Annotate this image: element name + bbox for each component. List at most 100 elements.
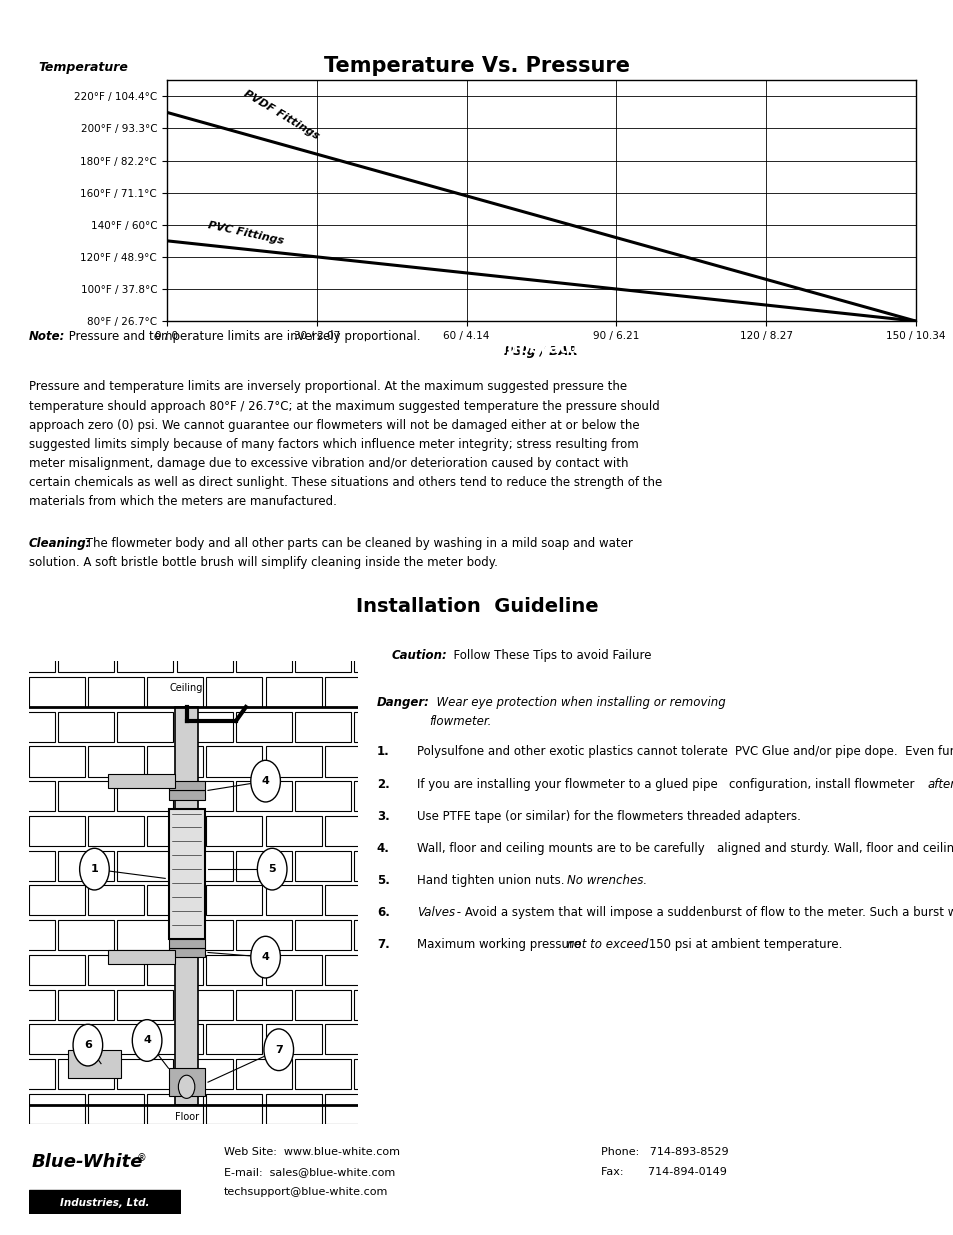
Bar — [294, 642, 351, 672]
Bar — [324, 1024, 380, 1055]
Bar — [58, 851, 114, 881]
Bar — [0, 920, 55, 950]
Text: temperature should approach 80°F / 26.7°C; at the maximum suggested temperature : temperature should approach 80°F / 26.7°… — [29, 400, 659, 412]
Bar — [29, 746, 85, 777]
Bar — [88, 816, 144, 846]
Bar — [265, 816, 321, 846]
Text: suggested limits simply because of many factors which influence meter integrity;: suggested limits simply because of many … — [29, 438, 638, 451]
Bar — [206, 885, 262, 915]
Bar — [235, 782, 292, 811]
Circle shape — [251, 936, 280, 978]
Bar — [206, 955, 262, 986]
Bar — [169, 790, 205, 800]
Bar — [324, 1094, 380, 1124]
Text: Fax:       714-894-0149: Fax: 714-894-0149 — [600, 1167, 726, 1177]
Circle shape — [132, 1020, 162, 1061]
Bar — [206, 746, 262, 777]
Bar — [294, 851, 351, 881]
Text: 150 psi at: 150 psi at — [644, 939, 707, 951]
Text: techsupport@blue-white.com: techsupport@blue-white.com — [224, 1187, 388, 1197]
Bar — [265, 677, 321, 706]
Bar — [235, 642, 292, 672]
Bar — [355, 711, 410, 742]
Bar — [147, 816, 203, 846]
Circle shape — [79, 848, 110, 890]
Bar — [29, 816, 85, 846]
Bar — [235, 920, 292, 950]
Text: 5: 5 — [268, 864, 275, 874]
Bar — [384, 885, 439, 915]
Text: Maximum working pressure: Maximum working pressure — [416, 939, 584, 951]
Bar — [147, 955, 203, 986]
Bar — [265, 955, 321, 986]
Text: Pressure and temperature limits are inversely proportional.: Pressure and temperature limits are inve… — [65, 330, 420, 343]
Bar — [384, 1094, 439, 1124]
Bar — [206, 1024, 262, 1055]
Text: 7: 7 — [274, 1045, 282, 1055]
Bar — [414, 989, 469, 1020]
Text: threaded adapters.: threaded adapters. — [686, 810, 801, 823]
Text: If you are installing your flowmeter to a glued pipe: If you are installing your flowmeter to … — [416, 778, 717, 790]
Bar — [169, 782, 205, 790]
Text: PVC Glue and/or pipe dope.  Even fumes can cause: PVC Glue and/or pipe dope. Even fumes ca… — [735, 746, 953, 758]
Bar — [58, 782, 114, 811]
Bar — [235, 989, 292, 1020]
Text: 1.: 1. — [376, 746, 389, 758]
Text: Temperature Vs. Pressure: Temperature Vs. Pressure — [324, 56, 629, 75]
Bar — [355, 920, 410, 950]
Bar — [324, 746, 380, 777]
Bar — [58, 989, 114, 1020]
Text: configuration, install flowmeter: configuration, install flowmeter — [729, 778, 918, 790]
Bar — [235, 851, 292, 881]
Bar — [169, 948, 205, 957]
Bar — [294, 1058, 351, 1089]
Text: materials from which the meters are manufactured.: materials from which the meters are manu… — [29, 495, 336, 509]
Bar — [324, 955, 380, 986]
Bar — [88, 885, 144, 915]
Text: No wrenches.: No wrenches. — [566, 874, 646, 887]
Bar — [206, 677, 262, 706]
Bar — [0, 782, 55, 811]
Bar — [265, 746, 321, 777]
Bar — [0, 677, 26, 706]
Bar — [414, 782, 469, 811]
Bar — [68, 1050, 121, 1077]
Text: Temperature: Temperature — [38, 61, 128, 74]
Bar — [355, 642, 410, 672]
Bar — [414, 920, 469, 950]
Text: after: after — [926, 778, 953, 790]
Bar — [0, 989, 55, 1020]
Text: 5.: 5. — [376, 874, 389, 887]
Bar — [29, 955, 85, 986]
Text: Hand tighten union nuts.: Hand tighten union nuts. — [416, 874, 568, 887]
Bar — [147, 1094, 203, 1124]
Bar — [29, 885, 85, 915]
Text: 1: 1 — [91, 864, 98, 874]
Bar — [235, 711, 292, 742]
Bar — [88, 1024, 144, 1055]
Bar — [0, 851, 55, 881]
Bar — [169, 809, 205, 939]
Text: ambient temperature.: ambient temperature. — [711, 939, 841, 951]
Text: approach zero (0) psi. We cannot guarantee our flowmeters will not be damaged ei: approach zero (0) psi. We cannot guarant… — [29, 419, 639, 432]
Bar — [176, 642, 233, 672]
Bar — [324, 885, 380, 915]
Bar — [88, 1094, 144, 1124]
Circle shape — [73, 1024, 103, 1066]
Circle shape — [264, 1029, 294, 1071]
Bar — [0, 885, 26, 915]
Bar — [235, 1058, 292, 1089]
X-axis label: PSIg / BAR: PSIg / BAR — [504, 345, 578, 358]
Bar — [176, 711, 233, 742]
Bar — [294, 989, 351, 1020]
Bar — [294, 782, 351, 811]
Bar — [176, 1058, 233, 1089]
Bar — [0, 955, 26, 986]
Bar — [384, 746, 439, 777]
Bar — [147, 885, 203, 915]
Text: 4: 4 — [143, 1035, 151, 1046]
Text: 7.: 7. — [376, 939, 389, 951]
Text: Blue-White: Blue-White — [31, 1153, 143, 1171]
Bar — [117, 642, 173, 672]
Circle shape — [251, 761, 280, 802]
